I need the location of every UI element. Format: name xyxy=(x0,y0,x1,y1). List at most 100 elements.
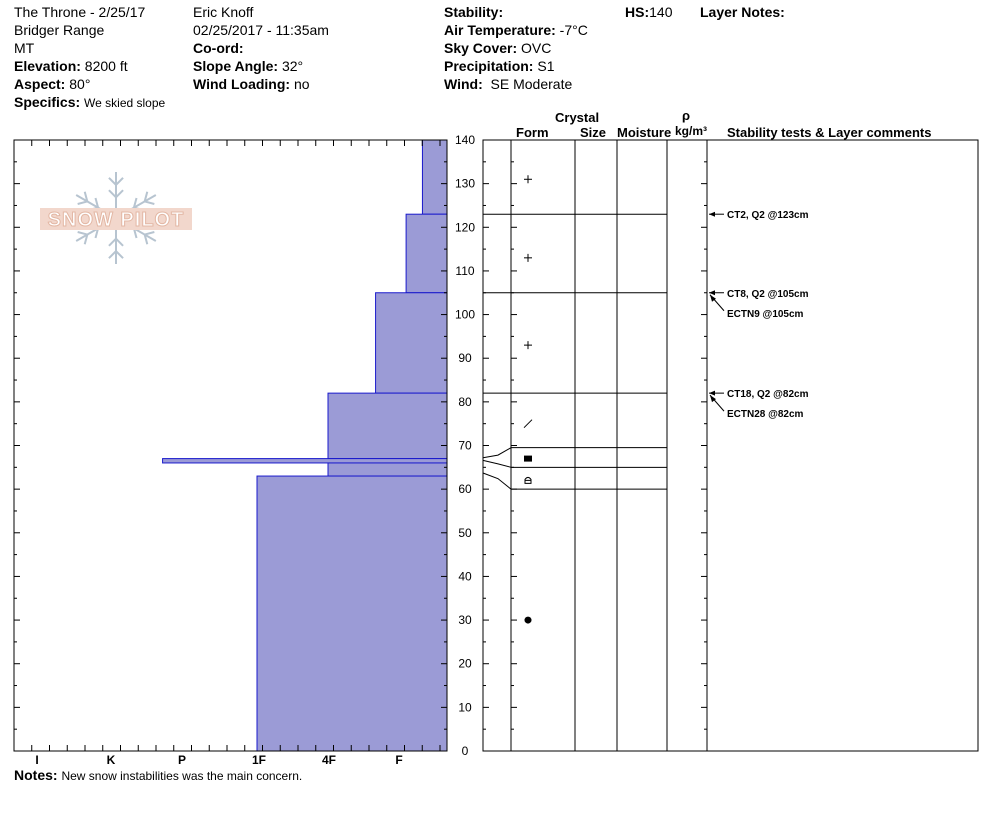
depth-hoar-icon xyxy=(524,476,532,484)
observer-name: Eric Knoff xyxy=(193,4,254,20)
height-tick-label: 140 xyxy=(455,133,475,147)
flake-branch xyxy=(108,237,117,247)
hs-label: HS: xyxy=(625,4,650,20)
layer-notes-label: Layer Notes: xyxy=(700,4,785,20)
flake-branch xyxy=(83,191,89,202)
layers-frame xyxy=(482,139,979,752)
elevation-row: Elevation: 8200 ft xyxy=(14,58,128,75)
aspect-value: 80° xyxy=(69,76,91,92)
stability-test-label: CT2, Q2 @123cm xyxy=(727,210,809,221)
stability-test-label: ECTN28 @82cm xyxy=(727,409,804,420)
flake-branch xyxy=(144,200,155,205)
decomposing-icon xyxy=(523,419,533,429)
slope-label: Slope Angle: xyxy=(193,58,279,74)
rho-header: ρ xyxy=(682,108,691,123)
logo-band xyxy=(40,208,192,230)
wind-loading-label: Wind Loading: xyxy=(193,76,291,92)
elevation-value: 8200 ft xyxy=(84,58,128,74)
notes-row: Notes: New snow instabilities was the ma… xyxy=(14,767,302,785)
size-header: Size xyxy=(580,125,607,140)
arrowhead-icon xyxy=(710,294,716,302)
hardness-tick-label: K xyxy=(107,753,116,767)
aspect-label: Aspect: xyxy=(14,76,66,92)
coord-label: Co-ord: xyxy=(193,40,244,56)
flake-branch xyxy=(115,177,124,186)
hardness-bar xyxy=(375,292,448,394)
crystal-forms xyxy=(523,175,533,624)
chart-frame xyxy=(13,139,979,752)
faceted-icon xyxy=(524,455,532,462)
air-temp-row: Air Temperature: -7°C xyxy=(444,22,588,39)
height-tick-label: 70 xyxy=(458,439,472,453)
flake-branch xyxy=(77,231,88,236)
hardness-axis: I K P 1F 4F F xyxy=(13,140,441,767)
hardness-bar xyxy=(405,213,448,294)
flake-branch xyxy=(94,197,100,208)
slope-value: 32° xyxy=(281,58,304,74)
hardness-area xyxy=(162,139,448,752)
hs-value: 140 xyxy=(649,4,673,20)
sky-row: Sky Cover: OVC xyxy=(444,40,551,57)
height-tick-label: 50 xyxy=(458,526,472,540)
height-tick-label: 30 xyxy=(458,613,472,627)
height-tick-label: 110 xyxy=(455,264,474,278)
obs-datetime: 02/25/2017 - 11:35am xyxy=(193,22,329,38)
arrowhead-icon xyxy=(710,395,716,403)
height-tick-label: 100 xyxy=(455,308,475,322)
specifics-label: Specifics: xyxy=(14,94,81,110)
stability-label: Stability: xyxy=(444,4,504,20)
layer-lines xyxy=(482,139,667,490)
height-tick-label: 90 xyxy=(458,351,472,365)
specifics-value: We skied slope xyxy=(84,96,166,110)
height-tick-label: 20 xyxy=(458,657,472,671)
flake-branch xyxy=(143,191,149,202)
hardness-bar xyxy=(256,475,448,752)
arrowhead-icon xyxy=(709,290,715,296)
hardness-bar xyxy=(327,462,448,477)
precip-value: S1 xyxy=(537,58,555,74)
moisture-header: Moisture xyxy=(617,125,672,140)
range-name: Bridger Range xyxy=(14,22,105,38)
flake-branch xyxy=(83,234,89,245)
specifics-row: Specifics: We skied slope xyxy=(14,94,165,112)
height-tick-label: 10 xyxy=(458,700,472,714)
wind-loading-row: Wind Loading: no xyxy=(193,76,310,93)
hardness-bar xyxy=(421,139,448,215)
aspect-row: Aspect: 80° xyxy=(14,76,90,93)
height-tick-label: 120 xyxy=(455,220,475,234)
flake-branch xyxy=(144,231,155,236)
flake-branch xyxy=(108,177,117,186)
layer-connector xyxy=(482,447,512,459)
hardness-tick-label: I xyxy=(35,753,38,767)
state-name: MT xyxy=(14,40,35,56)
stability-test-label: CT18, Q2 @82cm xyxy=(727,389,809,400)
crystal-header: Crystal xyxy=(555,110,600,125)
logo-text: SNOW PILOT xyxy=(48,209,185,231)
wind-label: Wind: xyxy=(444,76,483,92)
height-tick-label: 130 xyxy=(455,177,475,191)
slope-row: Slope Angle: 32° xyxy=(193,58,303,75)
hardness-tick-label: 1F xyxy=(252,753,266,767)
hardness-tick-label: 4F xyxy=(322,753,336,767)
location-title: The Throne - 2/25/17 xyxy=(14,4,146,20)
stability-test-label: CT8, Q2 @105cm xyxy=(727,289,809,300)
layer-connector xyxy=(482,472,512,490)
wind-loading-value: no xyxy=(293,76,310,92)
hardness-tick-label: P xyxy=(178,753,186,767)
arrowhead-icon xyxy=(709,211,715,217)
density-header: kg/m³ xyxy=(675,124,708,138)
height-tick-label: 40 xyxy=(458,569,472,583)
notes-text: New snow instabilities was the main conc… xyxy=(61,769,303,783)
flake-branch xyxy=(108,189,117,199)
sky-value: OVC xyxy=(521,40,552,56)
rounded-grain-icon xyxy=(524,616,532,624)
flake-branch xyxy=(108,250,117,259)
precip-row: Precipitation: S1 xyxy=(444,58,554,75)
snowpilot-logo: SNOW PILOT xyxy=(40,172,192,264)
height-tick-label: 80 xyxy=(458,395,472,409)
hardness-bar xyxy=(162,458,448,464)
hs-row: HS:140 xyxy=(625,4,672,21)
precip-label: Precipitation: xyxy=(444,58,534,74)
notes-label: Notes: xyxy=(14,767,58,783)
